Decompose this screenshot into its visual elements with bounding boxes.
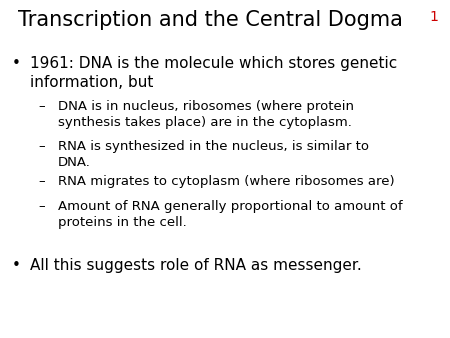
Text: •: • [12, 56, 21, 71]
Text: 1: 1 [429, 10, 438, 24]
Text: Transcription and the Central Dogma: Transcription and the Central Dogma [18, 10, 403, 30]
Text: DNA is in nucleus, ribosomes (where protein
synthesis takes place) are in the cy: DNA is in nucleus, ribosomes (where prot… [58, 100, 354, 129]
Text: –: – [38, 100, 45, 113]
Text: 1961: DNA is the molecule which stores genetic
information, but: 1961: DNA is the molecule which stores g… [30, 56, 397, 90]
Text: All this suggests role of RNA as messenger.: All this suggests role of RNA as messeng… [30, 258, 362, 273]
Text: RNA is synthesized in the nucleus, is similar to
DNA.: RNA is synthesized in the nucleus, is si… [58, 140, 369, 169]
Text: RNA migrates to cytoplasm (where ribosomes are): RNA migrates to cytoplasm (where ribosom… [58, 175, 395, 188]
Text: •: • [12, 258, 21, 273]
Text: –: – [38, 140, 45, 153]
Text: –: – [38, 175, 45, 188]
Text: –: – [38, 200, 45, 213]
Text: Amount of RNA generally proportional to amount of
proteins in the cell.: Amount of RNA generally proportional to … [58, 200, 403, 229]
